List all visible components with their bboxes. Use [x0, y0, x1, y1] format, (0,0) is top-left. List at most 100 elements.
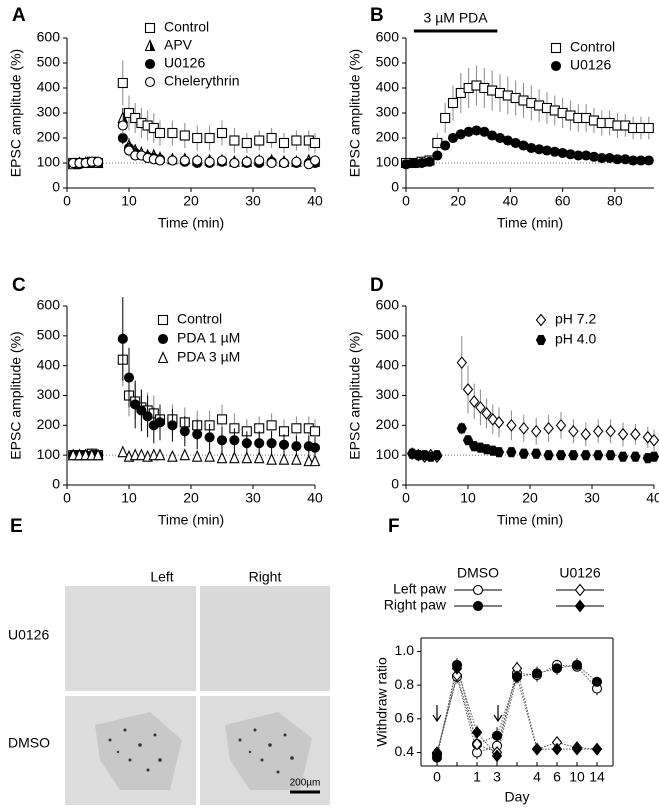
- marker-shape: [229, 135, 240, 146]
- marker: [204, 132, 215, 144]
- marker-shape: [254, 155, 265, 166]
- marker-shape: [530, 424, 542, 438]
- marker: [491, 730, 503, 741]
- legend-marker: [535, 313, 547, 327]
- marker-shape: [241, 137, 252, 149]
- marker-shape: [630, 451, 641, 462]
- marker-shape: [154, 448, 166, 461]
- marker: [592, 424, 604, 438]
- legend-marker: [157, 314, 169, 326]
- marker: [617, 427, 629, 441]
- marker: [229, 135, 240, 146]
- marker-shape: [568, 424, 579, 438]
- y-tick-label: 400: [37, 79, 61, 95]
- marker: [192, 132, 203, 144]
- marker-shape: [551, 663, 563, 674]
- marker: [591, 742, 603, 756]
- row-label: U0126: [8, 627, 49, 643]
- marker-shape: [92, 448, 104, 461]
- marker: [580, 427, 592, 441]
- marker: [192, 429, 203, 440]
- x-tick-label: 20: [183, 193, 199, 209]
- legend-row: Left paw: [393, 581, 447, 597]
- marker-shape: [550, 60, 562, 72]
- x-tick-label: 10: [121, 193, 137, 209]
- marker: [278, 157, 290, 169]
- column-label: Left: [150, 569, 173, 585]
- tissue-region: [225, 712, 312, 790]
- marker-shape: [309, 426, 321, 437]
- marker: [204, 156, 215, 167]
- y-tick-label: 200: [37, 416, 61, 432]
- marker: [309, 137, 321, 149]
- marker: [643, 155, 654, 166]
- marker-shape: [117, 120, 128, 131]
- x-tick-label: 0: [402, 490, 410, 506]
- marker-shape: [643, 155, 654, 166]
- marker-shape: [144, 58, 156, 70]
- marker-shape: [117, 445, 129, 458]
- marker: [309, 442, 321, 453]
- y-tick-label: 0: [52, 476, 60, 492]
- marker-shape: [506, 447, 517, 458]
- x-tick-label: 0: [63, 490, 71, 506]
- marker: [117, 333, 128, 344]
- marker-shape: [605, 450, 616, 461]
- marker: [591, 676, 603, 687]
- marker-shape: [493, 415, 505, 429]
- marker: [291, 156, 302, 167]
- marker: [471, 737, 483, 751]
- marker-shape: [571, 659, 583, 670]
- marker: [241, 156, 252, 167]
- marker-shape: [204, 432, 215, 443]
- marker: [191, 449, 203, 462]
- marker-shape: [92, 156, 104, 167]
- marker-shape: [531, 668, 543, 679]
- micrograph: [65, 586, 196, 691]
- marker-shape: [543, 450, 554, 461]
- marker-shape: [291, 452, 302, 465]
- row-label: DMSO: [8, 735, 50, 751]
- marker-shape: [491, 749, 503, 763]
- marker-shape: [591, 742, 603, 756]
- marker: [440, 140, 451, 151]
- x-tick-label: 0: [433, 769, 441, 785]
- marker-shape: [648, 433, 659, 447]
- marker: [531, 742, 543, 756]
- legend-label: pH 7.2: [555, 311, 596, 327]
- legend-marker: [144, 76, 156, 88]
- marker-shape: [130, 399, 141, 410]
- marker-shape: [204, 449, 215, 462]
- marker: [431, 450, 443, 461]
- marker: [309, 426, 321, 437]
- marker-shape: [431, 450, 443, 461]
- marker-shape: [580, 427, 592, 441]
- marker-shape: [440, 140, 451, 151]
- marker: [92, 156, 104, 167]
- marker-shape: [468, 395, 480, 408]
- series-line: [436, 668, 598, 754]
- marker: [571, 659, 583, 670]
- marker: [462, 383, 474, 396]
- marker-shape: [591, 676, 603, 687]
- marker: [451, 668, 463, 682]
- legend-column: DMSO: [457, 565, 499, 581]
- y-tick-label: 500: [376, 54, 400, 70]
- marker-shape: [643, 122, 654, 134]
- marker: [167, 155, 178, 166]
- marker-shape: [432, 150, 443, 161]
- marker-shape: [291, 441, 302, 452]
- marker: [568, 424, 579, 438]
- marker-shape: [491, 730, 503, 741]
- marker: [254, 135, 265, 146]
- marker: [117, 77, 128, 89]
- marker-shape: [216, 414, 228, 425]
- marker: [241, 451, 253, 464]
- legend-label: Chelerythrin: [164, 73, 239, 89]
- marker-shape: [117, 77, 128, 89]
- marker-shape: [568, 450, 579, 461]
- y-tick-label: 100: [37, 154, 61, 170]
- marker-shape: [472, 600, 484, 612]
- x-tick-label: 6: [553, 769, 561, 785]
